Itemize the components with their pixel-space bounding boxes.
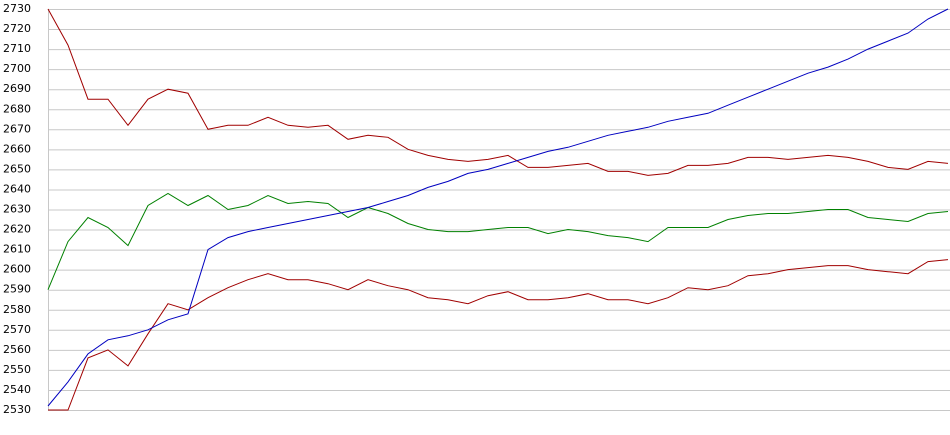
- series-line: [48, 259, 949, 411]
- y-tick-label: 2530: [3, 403, 31, 416]
- series-line: [47, 8, 949, 407]
- y-tick-label: 2730: [3, 2, 31, 15]
- y-tick-label: 2640: [3, 182, 31, 195]
- y-tick-label: 2560: [3, 343, 31, 356]
- y-tick-label: 2650: [3, 162, 31, 175]
- series-line: [47, 8, 949, 176]
- y-tick-label: 2700: [3, 62, 31, 75]
- y-tick-label: 2710: [3, 42, 31, 55]
- y-tick-label: 2690: [3, 82, 31, 95]
- y-tick-label: 2620: [3, 223, 31, 236]
- y-tick-label: 2670: [3, 122, 31, 135]
- series-line: [47, 192, 949, 290]
- y-tick-label: 2680: [3, 102, 31, 115]
- y-tick-label: 2540: [3, 383, 31, 396]
- y-tick-label: 2570: [3, 323, 31, 336]
- y-tick-label: 2610: [3, 243, 31, 256]
- y-tick-label: 2580: [3, 303, 31, 316]
- y-tick-label: 2550: [3, 363, 31, 376]
- y-tick-label: 2630: [3, 203, 31, 216]
- y-tick-label: 2600: [3, 263, 31, 276]
- y-tick-label: 2590: [3, 283, 31, 296]
- y-tick-label: 2660: [3, 142, 31, 155]
- y-tick-label: 2720: [3, 22, 31, 35]
